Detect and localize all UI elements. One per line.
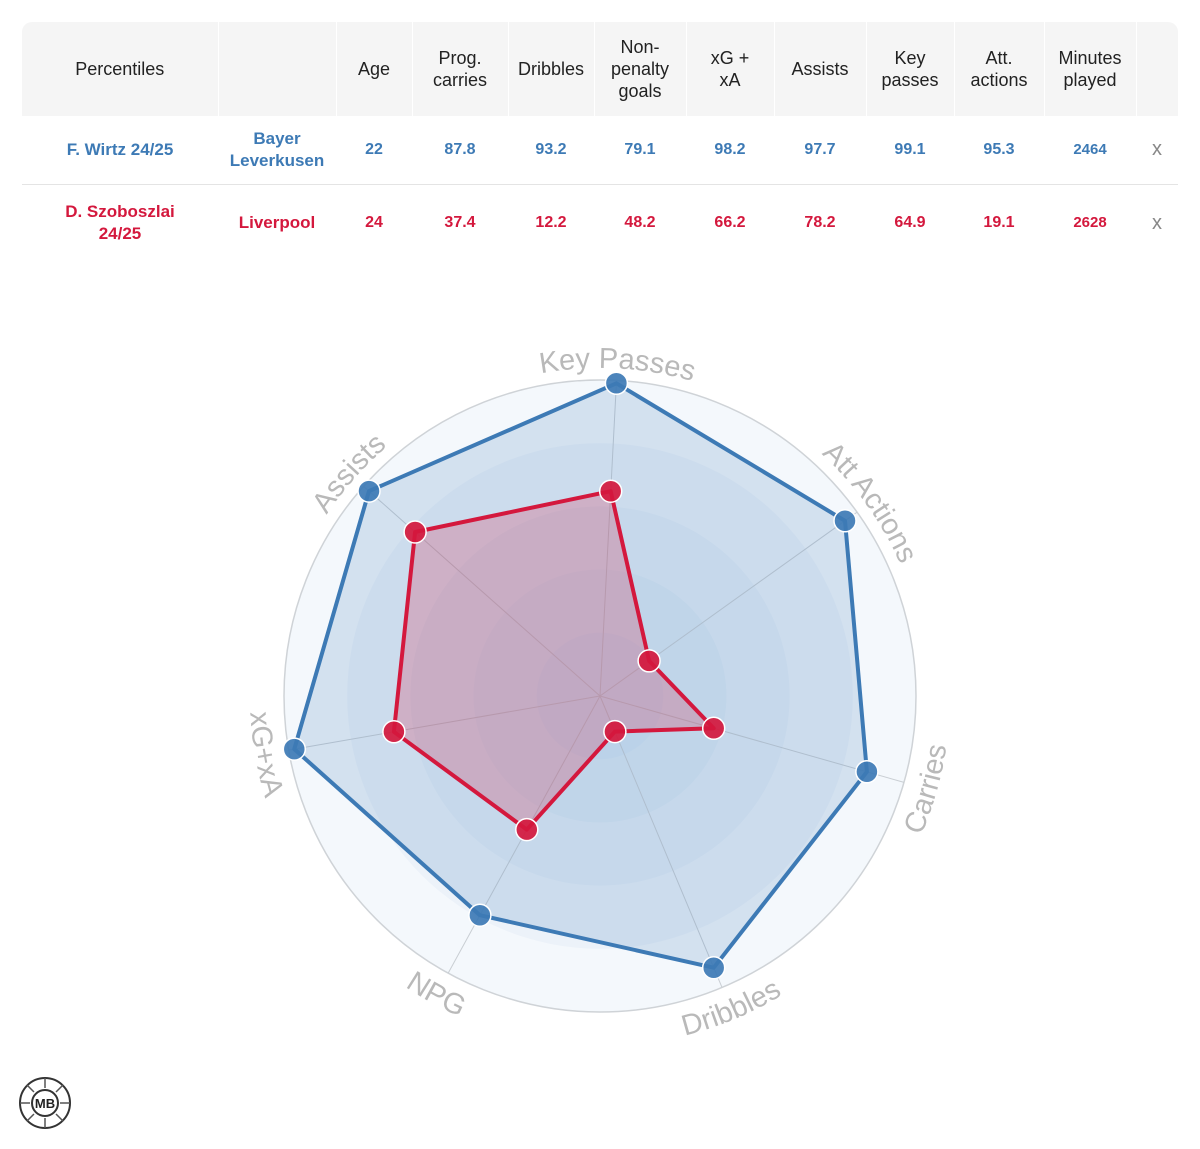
column-header-line: Age [357, 59, 391, 79]
column-header-line: xA [719, 70, 741, 90]
column-header-5: Non-penalty goals [594, 22, 687, 116]
column-header-line: Non- [620, 37, 660, 57]
radar-spoke-0 [599, 380, 618, 697]
team-name-line: Liverpool [238, 213, 316, 233]
column-header-line: Assists [791, 59, 849, 79]
stat-cell-xg-xa: 98.2 [714, 140, 746, 158]
stat-cell-xg-xa: 66.2 [714, 214, 746, 232]
stat-cell-prog-carries: 37.4 [444, 214, 476, 232]
player-name-line: F. Wirtz 24/25 [66, 139, 174, 159]
stat-cell-dribbles: 12.2 [535, 214, 567, 232]
column-header-line: actions [970, 70, 1028, 90]
series-1-point-1[interactable] [637, 649, 661, 673]
stat-cell-np-goals: 79.1 [624, 140, 656, 158]
radar-spoke-5 [288, 695, 601, 751]
radar-spoke-3 [599, 695, 723, 988]
series-0-point-5[interactable] [282, 737, 307, 761]
column-header-6: xG + xA [686, 22, 775, 116]
series-area-0 [292, 381, 869, 970]
remove-row-button[interactable]: x [1152, 138, 1162, 161]
team-name-line: Leverkusen [229, 150, 325, 170]
column-header-line: passes [881, 70, 939, 90]
series-1-point-6[interactable] [403, 520, 427, 544]
column-header-line: xG + [710, 48, 750, 68]
percentile-table-container: Percentiles Age Prog. carries Dribbles Non-pe… [22, 22, 1178, 262]
remove-row-button[interactable]: x [1152, 211, 1162, 234]
column-header-1 [218, 22, 337, 116]
column-header-line: played [1063, 70, 1117, 90]
series-1-point-3[interactable] [603, 719, 627, 744]
series-0-point-4[interactable] [468, 903, 492, 927]
series-1-point-4[interactable] [515, 817, 539, 842]
column-header-0: Percentiles [22, 22, 219, 116]
column-header-11 [1136, 22, 1178, 116]
column-header-10: Minutes played [1044, 22, 1137, 116]
stat-cell-age: 24 [365, 214, 383, 232]
player-name-line: 24/25 [98, 224, 142, 244]
remove-cell: x [1136, 184, 1178, 262]
percentile-table: Percentiles Age Prog. carries Dribbles Non-pe… [22, 22, 1178, 262]
stat-cell-att-actions: 95.3 [983, 140, 1015, 158]
column-header-line: Att. [985, 48, 1013, 68]
column-header-line: Minutes [1058, 48, 1122, 68]
team-name-line: Bayer [253, 128, 301, 148]
series-0-point-3[interactable] [701, 955, 726, 980]
column-header-line: Key [894, 48, 926, 68]
column-header-line: carries [432, 70, 487, 90]
player-name-line: D. Szoboszlai [65, 202, 175, 222]
player-name-cell: F. Wirtz 24/25 [22, 116, 218, 184]
stat-cell-assists: 78.2 [804, 214, 836, 232]
player-name-cell: D. Szoboszlai 24/25 [22, 184, 218, 262]
radar-outer-ring [283, 379, 917, 1013]
stat-cell-minutes: 2628 [1073, 214, 1107, 232]
axis-label-text: xG+xA [243, 711, 289, 802]
stat-cell-att-actions: 19.1 [983, 214, 1015, 232]
stat-cell-age: 22 [365, 140, 383, 158]
radar-spoke-6 [363, 485, 601, 697]
column-header-line: goals [618, 81, 662, 101]
column-header-line: penalty [610, 59, 670, 79]
column-header-8: Key passes [866, 22, 955, 116]
mb-football-logo-icon: MB [19, 1077, 71, 1129]
stat-cell-assists: 97.7 [804, 140, 836, 158]
series-1-point-0[interactable] [598, 479, 623, 503]
column-header-7: Assists [774, 22, 867, 116]
team-name-cell: Liverpool [218, 184, 336, 262]
series-0-point-6[interactable] [357, 479, 381, 503]
series-0-point-1[interactable] [833, 509, 857, 533]
stat-cell-key-passes: 64.9 [894, 214, 926, 232]
radar-spoke-2 [599, 695, 905, 783]
series-0-point-0[interactable] [604, 371, 629, 396]
remove-cell: x [1136, 116, 1178, 184]
axis-label-xg-xa: xG+xA [243, 711, 289, 802]
series-1-point-5[interactable] [382, 720, 406, 744]
column-header-2: Age [336, 22, 413, 116]
column-header-9: Att. actions [954, 22, 1045, 116]
table-header-row: Percentiles Age Prog. carries Dribbles Non-pe… [22, 22, 1178, 116]
column-header-line: Percentiles [75, 59, 165, 79]
stat-cell-minutes: 2464 [1073, 140, 1107, 158]
team-name-cell: Bayer Leverkusen [218, 116, 336, 184]
logo-text: MB [35, 1096, 55, 1111]
column-header-4: Dribbles [508, 22, 595, 116]
column-header-3: Prog. carries [412, 22, 509, 116]
stat-cell-key-passes: 99.1 [894, 140, 926, 158]
table-row: F. Wirtz 24/25 Bayer Leverkusen 22 87.8 93.2 7… [22, 116, 1178, 184]
stat-cell-np-goals: 48.2 [624, 214, 656, 232]
column-header-line: Prog. [438, 48, 482, 68]
series-0-point-2[interactable] [855, 760, 879, 784]
series-1-point-2[interactable] [701, 716, 726, 741]
column-header-line: Dribbles [517, 59, 585, 79]
series-area-1 [391, 489, 716, 832]
stat-cell-dribbles: 93.2 [535, 140, 567, 158]
stat-cell-prog-carries: 87.8 [444, 140, 476, 158]
table-row: D. Szoboszlai 24/25 Liverpool 24 37.4 12.2 48.… [22, 184, 1178, 262]
table-body: F. Wirtz 24/25 Bayer Leverkusen 22 87.8 93.2 7… [22, 116, 1178, 262]
